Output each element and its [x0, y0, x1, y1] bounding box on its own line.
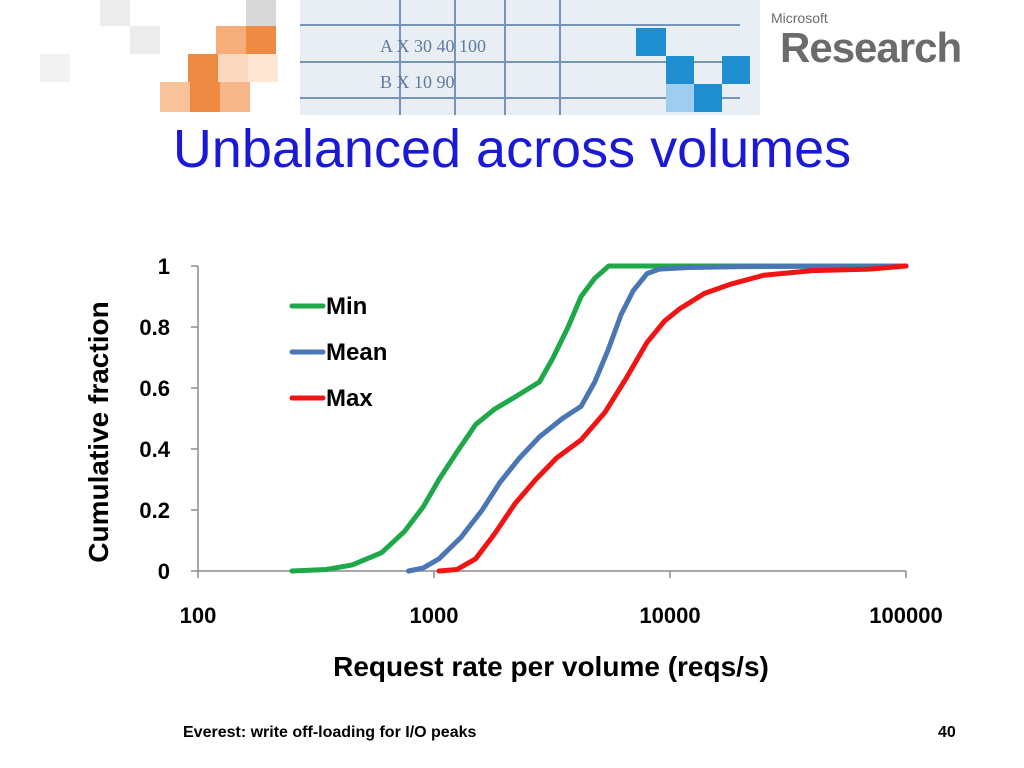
y-axis-title: Cumulative fraction	[83, 301, 114, 562]
svg-text:A X 30 40 100: A X 30 40 100	[380, 36, 486, 56]
header-decoration: A X 30 40 100 B X 10 90	[0, 0, 1024, 115]
y-tick-label: 0.8	[139, 315, 170, 340]
y-tick-label: 0.6	[139, 376, 170, 401]
header-banner: A X 30 40 100 B X 10 90 Microsoft Resear…	[0, 0, 1024, 115]
legend-label-mean: Mean	[326, 339, 387, 366]
y-tick-label: 0.2	[139, 498, 170, 523]
y-tick-label: 0.4	[139, 437, 170, 462]
whiteboard-sketch: A X 30 40 100 B X 10 90	[300, 0, 740, 115]
x-tick-label: 1000	[410, 603, 459, 628]
slide-title: Unbalanced across volumes	[172, 119, 852, 179]
chart-legend: Min Mean Max	[289, 293, 387, 412]
series-line-max	[436, 263, 909, 574]
series-line-mean	[406, 263, 909, 574]
y-tick-label: 1	[158, 254, 170, 279]
logo-research: Research	[780, 24, 962, 71]
logo-microsoft: Microsoft	[771, 10, 828, 26]
legend-label-max: Max	[326, 385, 373, 412]
x-tick-label: 100	[180, 603, 217, 628]
x-axis-title: Request rate per volume (reqs/s)	[333, 651, 769, 682]
y-tick-label: 0	[158, 559, 170, 584]
svg-text:B X 10 90: B X 10 90	[380, 72, 455, 92]
legend-label-min: Min	[326, 293, 367, 320]
x-tick-label: 10000	[639, 603, 700, 628]
series-line-min	[289, 263, 909, 574]
footer-text: Everest: write off-loading for I/O peaks	[183, 724, 477, 741]
page-number: 40	[938, 724, 956, 741]
chart-axes: 0 0.2 0.4 0.6 0.8 1 100 1000 10000 100000	[139, 254, 942, 628]
x-tick-label: 100000	[869, 603, 942, 628]
chart-series	[289, 263, 909, 574]
